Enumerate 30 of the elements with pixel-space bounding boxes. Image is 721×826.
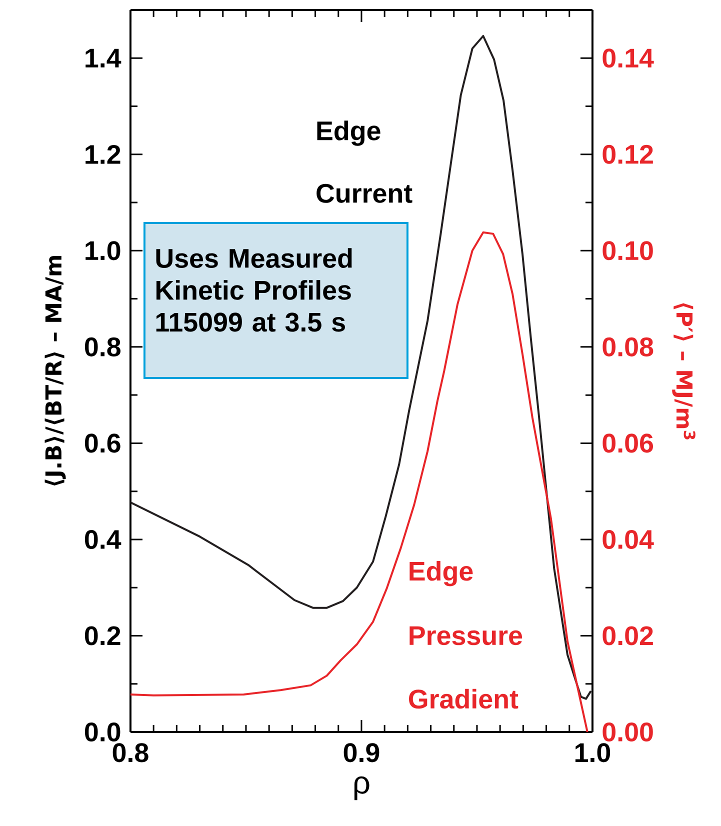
y-tick-label: 0.2 <box>84 626 120 646</box>
annotation: Pressure <box>409 626 522 646</box>
y-axis-title: ⟨J.B⟩/⟨BT/R⟩ – MA/m <box>44 256 66 486</box>
x-axis-title: ρ <box>354 776 370 800</box>
y2-tick-label: 0.10 <box>602 241 653 260</box>
y-tick-label: 0.4 <box>84 530 121 549</box>
annotation: Edge <box>409 561 472 586</box>
y-tick-label: 0.6 <box>84 434 120 453</box>
y2-tick-label: 0.00 <box>602 722 653 742</box>
y-tick-label: 0.0 <box>84 722 120 742</box>
y-tick-label: 1.0 <box>85 241 120 260</box>
x-tick-label: 1.0 <box>575 743 610 762</box>
x-tick-label: 0.8 <box>112 743 148 762</box>
y-tick-label: 0.8 <box>84 337 120 356</box>
x-tick-label: 0.9 <box>344 743 379 762</box>
annotation: Gradient <box>408 688 518 709</box>
y2-axis-title: ⟨P′⟩ – MJ/m$^{3}$ <box>672 303 696 440</box>
y2-tick-label: 0.08 <box>602 337 653 356</box>
annotation: Uses Measured <box>156 248 352 268</box>
y2-tick-label: 0.06 <box>602 434 653 453</box>
y2-tick-label: 0.14 <box>602 48 654 68</box>
y2-tick-label: 0.04 <box>602 530 654 549</box>
y2-tick-label: 0.02 <box>602 626 653 646</box>
y2-tick-label: 0.12 <box>602 144 653 164</box>
y-tick-label: 1.4 <box>85 48 121 68</box>
annotation: Kinetic Profiles <box>156 280 351 300</box>
y-tick-label: 1.2 <box>85 145 120 164</box>
annotation: 115099 at 3.5 s <box>156 312 345 332</box>
annotation: Edge <box>317 120 380 146</box>
annotation: Current <box>316 184 412 203</box>
